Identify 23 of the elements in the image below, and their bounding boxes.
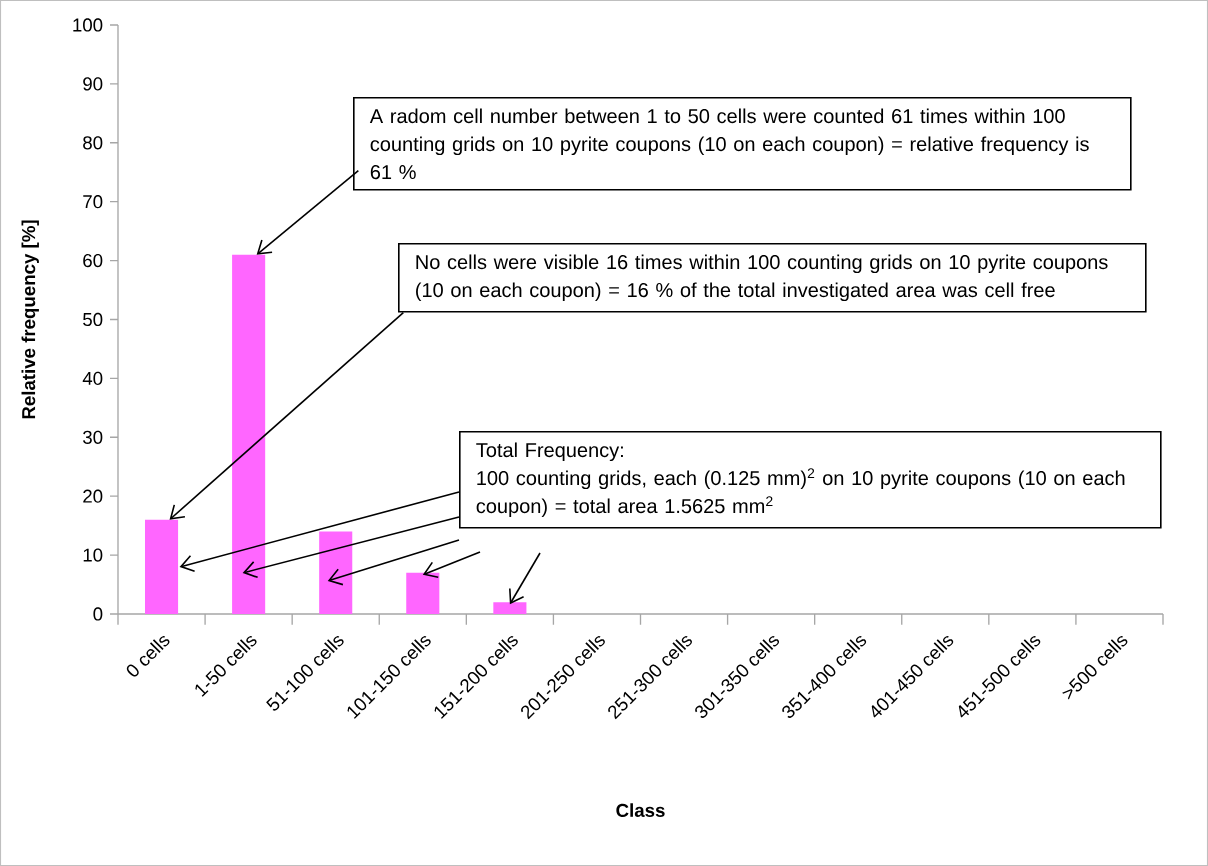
bar — [493, 602, 527, 614]
annotation: A radom cell number between 1 to 50 cells were counted 61 times within 100 counting grids on 10 pyrite coupons (10 on each coupon) = relative frequency is 61 % — [369, 108, 1089, 180]
bar — [319, 531, 353, 614]
y-tick-label: 30 — [83, 430, 103, 444]
x-tick-label: 0 cells — [126, 636, 170, 677]
y-tick-label: 70 — [83, 195, 103, 209]
y-tick-label: 100 — [73, 18, 103, 32]
bar — [232, 254, 266, 614]
y-tick-label: 40 — [82, 371, 103, 385]
y-tick-label: 10 — [83, 548, 103, 562]
bar — [406, 572, 440, 614]
y-tick-label: 50 — [83, 312, 103, 327]
y-tick-label: 90 — [83, 77, 103, 91]
y-tick-label: 60 — [83, 253, 103, 268]
text: 100 counting grids, each (0.125 mm)$^{2}$ on 10 pyrite coupons (10 on each coupon) = total area 1.5625 mm$^{2}$ — [476, 468, 1125, 518]
x-axis-title: Class — [616, 803, 665, 817]
annotation: Total Frequency: — [476, 442, 623, 462]
annotation: No cells were visible 16 times within 100 counting grids on 10 pyrite coupons (10 on each coupon) = 16 % of the total investigated area was cell free — [416, 254, 1108, 302]
y-tick-label: 20 — [83, 489, 103, 503]
y-tick-label: 0 — [93, 607, 103, 621]
y-tick-label: 80 — [83, 136, 103, 150]
y-axis-title: Relative frequency [%] — [21, 220, 39, 419]
bar — [145, 519, 179, 614]
